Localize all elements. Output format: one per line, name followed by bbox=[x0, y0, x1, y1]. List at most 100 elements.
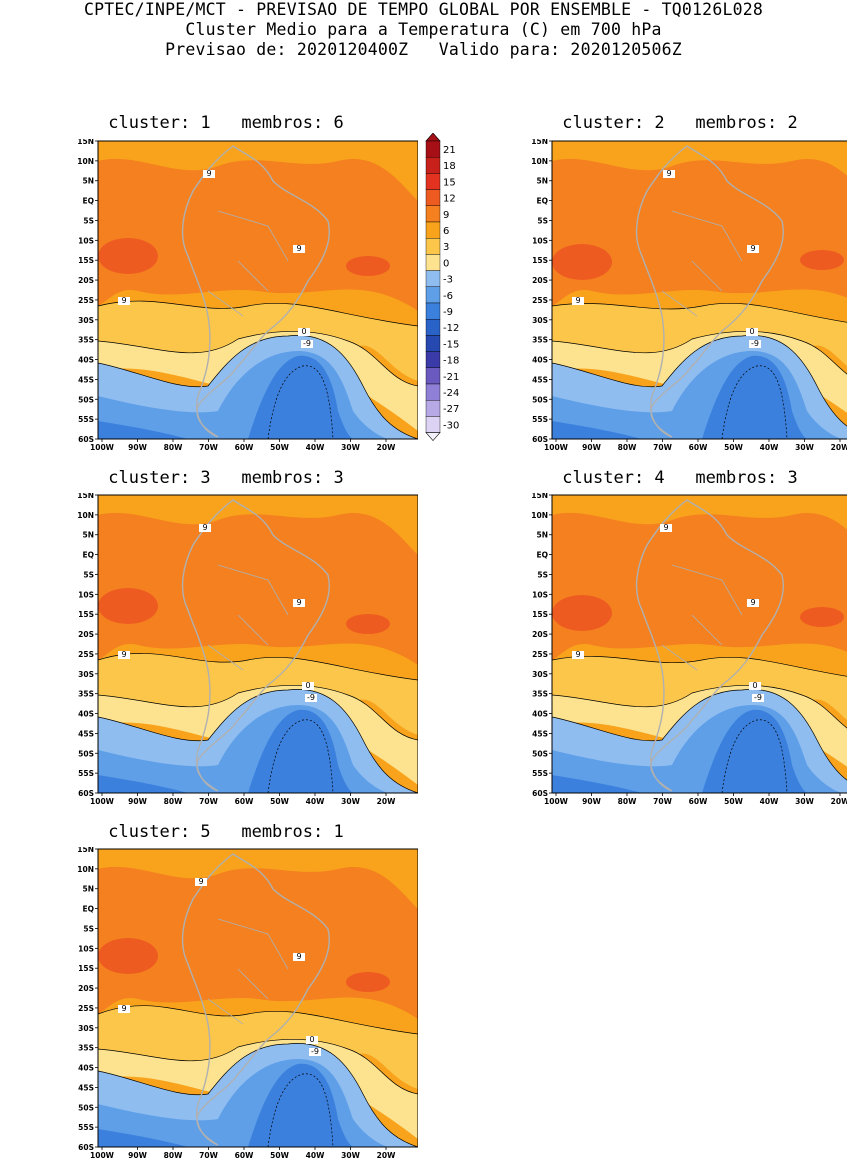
lat-tick-label: 50S bbox=[78, 1103, 94, 1112]
lon-tick-label: 60W bbox=[689, 443, 708, 452]
contour-line bbox=[97, 1043, 419, 1148]
contour-label-9: 9 bbox=[202, 523, 207, 532]
colorbar-label: -21 bbox=[443, 372, 459, 383]
contour-label-bg bbox=[293, 953, 305, 961]
header-line-2: Cluster Medio para a Temperatura (C) em … bbox=[185, 20, 662, 39]
lat-tick-label: EQ bbox=[537, 197, 549, 206]
lat-tick-label: 25S bbox=[532, 650, 548, 659]
lat-tick-label: 5S bbox=[537, 216, 548, 225]
colorbar-svg: 21 18 15 12 9 6 3 0 -3 -6 -9 -12 -15 -18 -21 -24 -27 -30 bbox=[425, 132, 459, 442]
contour-label-9: 9 bbox=[206, 169, 211, 178]
colorbar-arrow-bottom bbox=[425, 432, 441, 442]
lat-tick-label: 25S bbox=[532, 296, 548, 305]
lat-tick-label: 60S bbox=[78, 1143, 94, 1152]
lat-tick-label: 15N bbox=[77, 493, 94, 500]
lat-tick-label: 15N bbox=[77, 847, 94, 854]
lat-tick-label: 15S bbox=[532, 256, 548, 265]
country-borders bbox=[207, 564, 289, 671]
lat-tick-label: EQ bbox=[83, 905, 95, 914]
lat-tick-label: 30S bbox=[78, 670, 94, 679]
colorbar-swatch bbox=[425, 351, 441, 369]
lat-tick-label: 5S bbox=[537, 570, 548, 579]
contour-label-bg bbox=[195, 878, 207, 886]
lon-tick-label: 100W bbox=[90, 797, 115, 806]
lat-tick-label: 25S bbox=[78, 1004, 94, 1013]
lat-tick-label: 40S bbox=[532, 710, 548, 719]
band-9-12 bbox=[98, 866, 418, 1019]
band-12-15 bbox=[98, 588, 158, 624]
lat-tick-label: 10S bbox=[78, 236, 94, 245]
lon-tick-label: 20W bbox=[377, 1151, 396, 1160]
lon-tick-label: 70W bbox=[653, 797, 672, 806]
band-minus9-minus6 bbox=[248, 1063, 353, 1147]
lat-tick-label: 25S bbox=[78, 650, 94, 659]
colorbar-swatch bbox=[425, 270, 441, 288]
lat-tick-label: 30S bbox=[78, 316, 94, 325]
colorbar-label: -24 bbox=[443, 388, 459, 399]
contour-label-bg bbox=[293, 245, 305, 253]
lon-tick-label: 20W bbox=[831, 797, 847, 806]
map-frame bbox=[551, 494, 847, 794]
colorbar-swatch bbox=[425, 140, 441, 158]
contour-label-9: 9 bbox=[575, 650, 580, 659]
lon-tick-label: 100W bbox=[90, 443, 115, 452]
contour-label-bg bbox=[746, 328, 758, 336]
colorbar-swatch bbox=[425, 286, 441, 304]
lat-tick-label: 35S bbox=[78, 690, 94, 699]
band-12-15 bbox=[800, 250, 844, 270]
band-minus9-minus6 bbox=[98, 1129, 188, 1147]
lat-tick-label: 10S bbox=[78, 944, 94, 953]
contour-label-bg bbox=[118, 1005, 130, 1013]
contour-label-0: 0 bbox=[301, 327, 306, 336]
lon-tick-label: 20W bbox=[831, 443, 847, 452]
lon-tick-label: 50W bbox=[724, 797, 743, 806]
lat-tick-label: 10S bbox=[532, 590, 548, 599]
lat-tick-label: 45S bbox=[532, 375, 548, 384]
contour-line bbox=[97, 335, 419, 440]
lat-tick-label: 55S bbox=[532, 415, 548, 424]
lat-tick-label: 45S bbox=[78, 375, 94, 384]
contour-label-9: 9 bbox=[296, 952, 301, 961]
lon-tick-label: 90W bbox=[582, 797, 601, 806]
band-minus9-minus6 bbox=[98, 421, 188, 439]
lon-tick-label: 90W bbox=[128, 797, 147, 806]
temperature-map-4: 9 9 9 0 -9 15N 10N 5N EQ 5S 10S 15S 20S 25S 30S 35S 40S 4… bbox=[531, 491, 847, 806]
lat-tick-label: 55S bbox=[78, 769, 94, 778]
lon-tick-label: 40W bbox=[760, 443, 779, 452]
contour-line bbox=[551, 684, 847, 729]
map-panel-cluster-5: 9 9 9 0 -9 15N 10N 5N EQ 5S 10S 15S 20S 25S 30S 35S 40S 4… bbox=[64, 845, 419, 1165]
coastline bbox=[181, 499, 330, 792]
contour-label-bg bbox=[572, 297, 584, 305]
lat-tick-label: 10N bbox=[77, 865, 94, 874]
colorbar-label: -15 bbox=[443, 339, 459, 350]
panel-title-1: cluster: 1 membros: 6 bbox=[108, 113, 344, 133]
contour-label-bg bbox=[747, 245, 759, 253]
lon-tick-label: 30W bbox=[341, 1151, 360, 1160]
lon-tick-label: 90W bbox=[582, 443, 601, 452]
temperature-map-2: 9 9 9 0 -9 15N 10N 5N EQ 5S 10S 15S 20S 25S 30S 35S 40S 4… bbox=[531, 137, 847, 452]
colorbar-swatch bbox=[425, 205, 441, 223]
contour-label-0: 0 bbox=[305, 681, 310, 690]
band-minus9-minus6 bbox=[552, 775, 642, 793]
lat-tick-label: 60S bbox=[532, 789, 548, 798]
colorbar-label: 12 bbox=[443, 194, 456, 205]
band-minus9-minus6 bbox=[248, 709, 353, 793]
band-9-12 bbox=[98, 158, 418, 311]
lat-tick-label: 35S bbox=[532, 336, 548, 345]
lon-tick-label: 60W bbox=[235, 1151, 254, 1160]
colorbar-label: -18 bbox=[443, 356, 459, 367]
map-frame bbox=[551, 140, 847, 440]
contour-label-9: 9 bbox=[296, 244, 301, 253]
lat-tick-label: 40S bbox=[78, 710, 94, 719]
lat-tick-label: 25S bbox=[78, 296, 94, 305]
band-minus9-minus6 bbox=[98, 775, 188, 793]
colorbar-label: 0 bbox=[443, 258, 449, 269]
lat-tick-label: 50S bbox=[78, 395, 94, 404]
contour-label-9: 9 bbox=[750, 598, 755, 607]
contour-label-9: 9 bbox=[121, 1004, 126, 1013]
contour-line-dashed bbox=[267, 719, 334, 794]
lon-tick-label: 60W bbox=[689, 797, 708, 806]
lon-tick-label: 40W bbox=[760, 797, 779, 806]
country-borders bbox=[207, 918, 289, 1025]
lat-tick-label: 5N bbox=[83, 885, 95, 894]
